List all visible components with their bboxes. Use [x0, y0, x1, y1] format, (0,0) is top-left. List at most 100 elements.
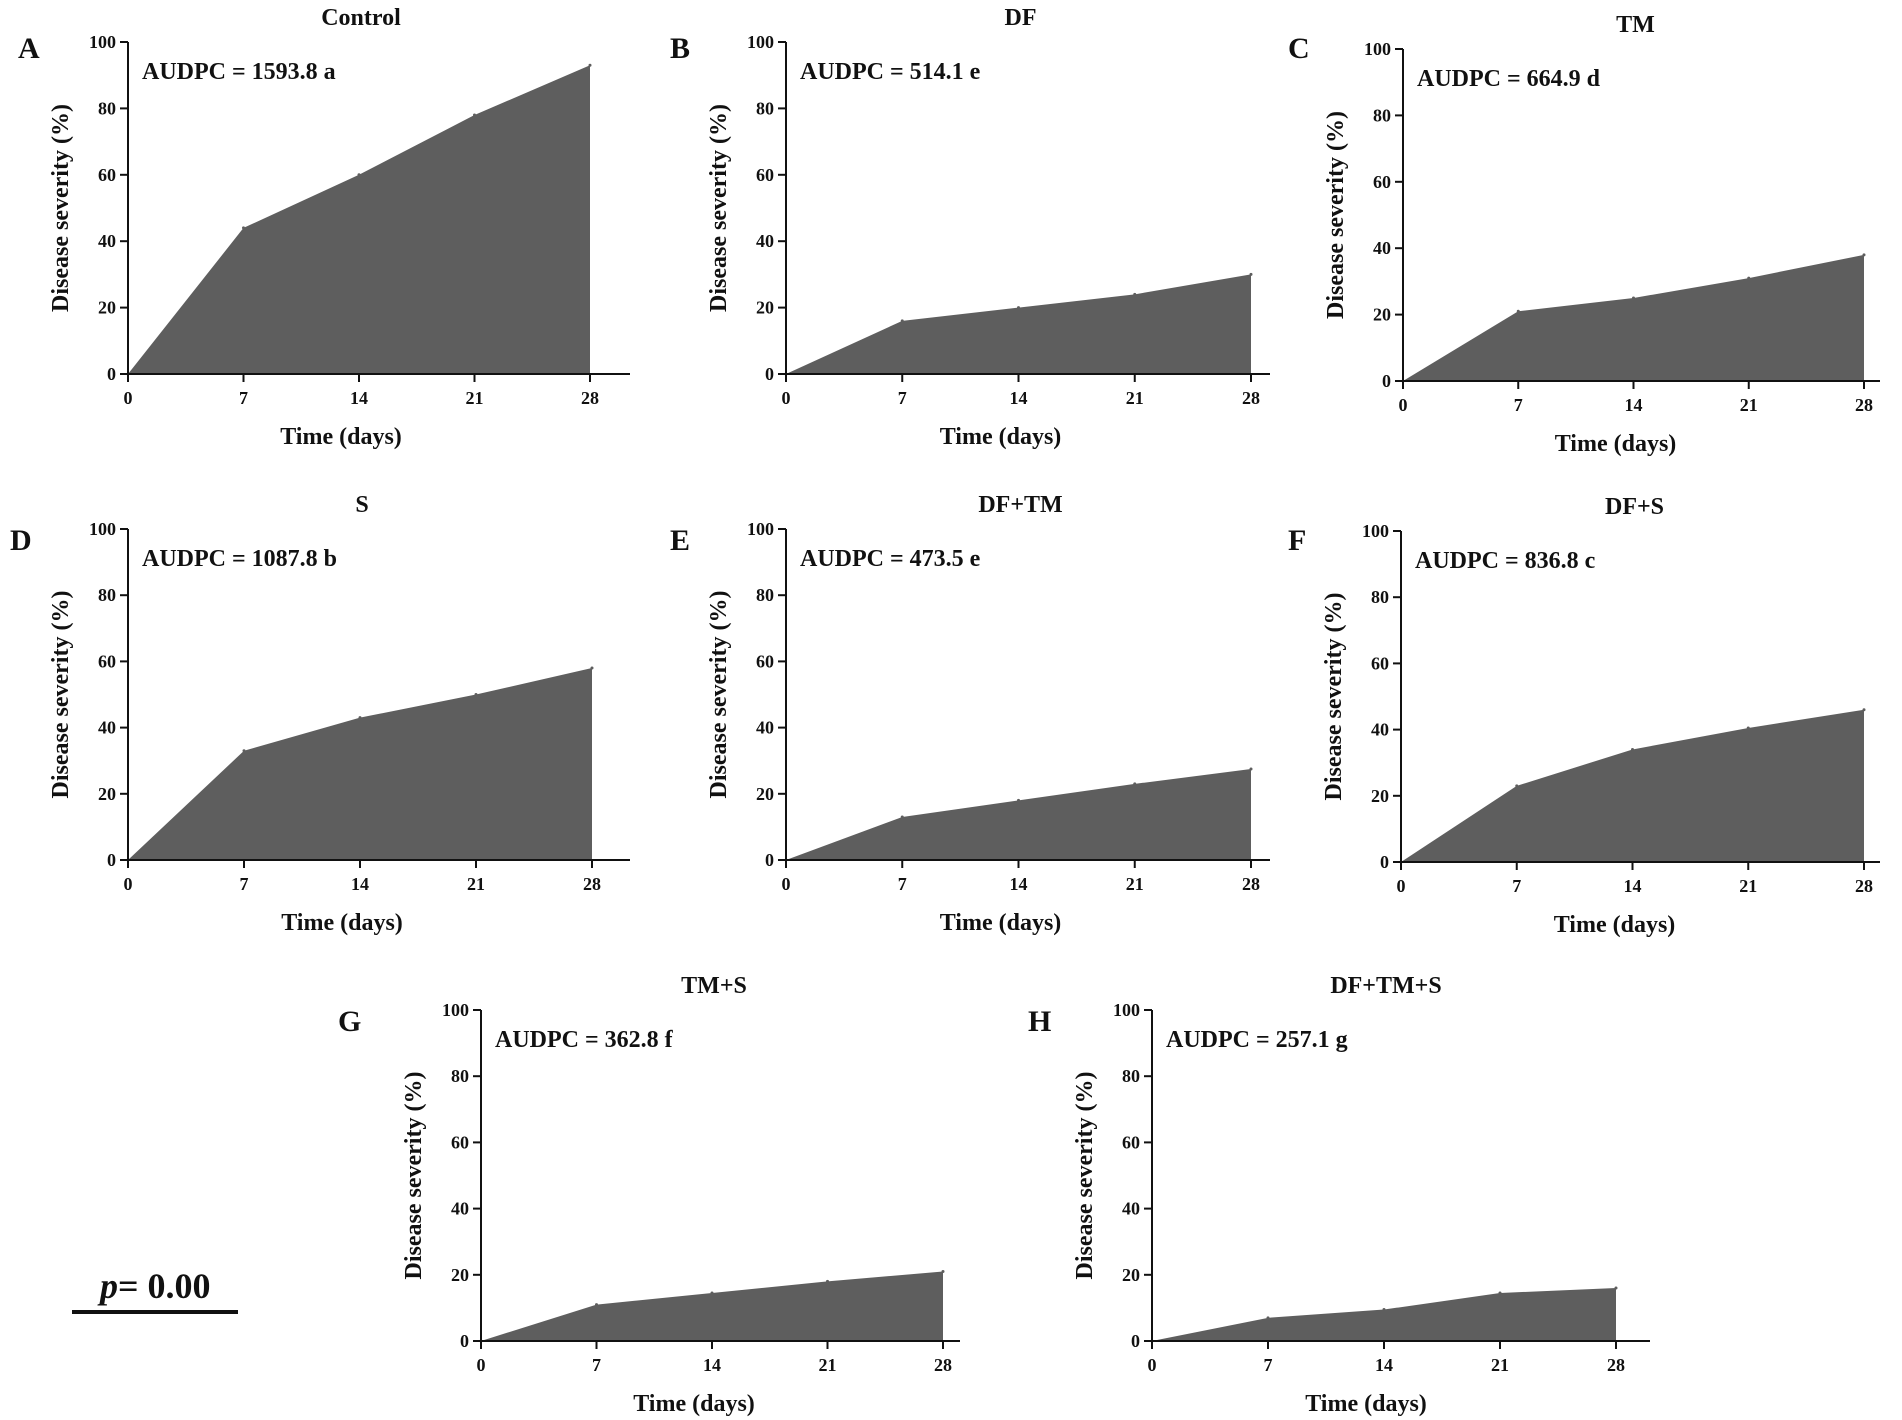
- data-point: [1862, 708, 1866, 712]
- panel-title: S: [355, 492, 368, 518]
- data-point: [710, 1291, 714, 1295]
- y-tick-label: 20: [98, 784, 116, 804]
- y-tick-label: 0: [1382, 371, 1391, 391]
- panel-f: 0 7 14 21 28 0 20 40 60 80 100 DF+S Time (days) Disea…: [1288, 494, 1880, 938]
- x-tick-label: 21: [466, 388, 484, 408]
- data-point: [595, 1303, 598, 1307]
- y-tick-label: 20: [451, 1265, 469, 1285]
- y-tick-label: 80: [756, 585, 774, 605]
- x-tick-label: 21: [1491, 1355, 1509, 1375]
- data-point: [826, 1279, 829, 1283]
- y-tick-label: 80: [1122, 1066, 1140, 1086]
- audpc-annotation: AUDPC = 836.8 c: [1415, 548, 1596, 574]
- data-point: [474, 693, 478, 696]
- data-point: [1017, 798, 1020, 802]
- y-tick-label: 20: [98, 298, 116, 318]
- data-point: [1516, 309, 1520, 313]
- x-tick-label: 14: [1010, 388, 1028, 408]
- p-value-symbol: p: [97, 1266, 118, 1306]
- y-axis-label: Disease severity (%): [48, 591, 74, 799]
- panel-title: DF+S: [1605, 494, 1664, 520]
- audpc-annotation: AUDPC = 1593.8 a: [142, 59, 336, 85]
- x-tick-label: 21: [1740, 395, 1758, 415]
- data-point: [1515, 784, 1519, 788]
- data-point: [1498, 1291, 1502, 1295]
- y-tick-label: 0: [1131, 1331, 1140, 1351]
- x-tick-label: 21: [467, 874, 485, 894]
- x-tick-label: 0: [477, 1355, 486, 1375]
- panel-title: DF+TM: [978, 492, 1062, 518]
- y-tick-label: 60: [98, 651, 116, 671]
- y-tick-label: 60: [451, 1132, 469, 1152]
- data-point: [1133, 782, 1137, 786]
- x-axis-label: Time (days): [633, 1391, 755, 1417]
- y-tick-label: 20: [1373, 305, 1391, 325]
- panel-b: 0 7 14 21 28 0 20 40 60 80 100 DF Time (days) Disease…: [670, 5, 1270, 450]
- audpc-annotation: AUDPC = 473.5 e: [800, 546, 981, 572]
- data-point: [941, 1269, 945, 1273]
- x-tick-label: 7: [592, 1355, 601, 1375]
- panel-g: 0 7 14 21 28 0 20 40 60 80 100 TM+S Time (days) Disea…: [338, 973, 960, 1417]
- data-point: [1133, 292, 1137, 296]
- data-point: [358, 716, 362, 720]
- y-tick-label: 80: [756, 98, 774, 118]
- panel-d: 0 7 14 21 28 0 20 40 60 80 100 S Time (days) Disease …: [10, 492, 630, 936]
- data-point: [590, 666, 594, 670]
- y-tick-label: 0: [107, 850, 116, 870]
- data-point: [1747, 276, 1751, 280]
- y-tick-label: 60: [1371, 653, 1389, 673]
- y-tick-label: 60: [1122, 1132, 1140, 1152]
- x-tick-label: 28: [581, 388, 599, 408]
- x-tick-label: 7: [239, 388, 248, 408]
- y-tick-label: 60: [98, 165, 116, 185]
- audpc-annotation: AUDPC = 257.1 g: [1166, 1027, 1348, 1053]
- y-tick-label: 80: [1371, 587, 1389, 607]
- y-axis-label: Disease severity (%): [1323, 111, 1349, 319]
- x-tick-label: 14: [1010, 874, 1028, 894]
- y-tick-label: 40: [1373, 238, 1391, 258]
- data-point: [242, 226, 245, 230]
- area-series: [786, 274, 1251, 374]
- x-axis-label: Time (days): [940, 424, 1062, 450]
- area-series: [128, 668, 592, 860]
- y-tick-label: 0: [765, 850, 774, 870]
- x-tick-label: 14: [350, 388, 368, 408]
- x-tick-label: 7: [240, 874, 249, 894]
- y-tick-label: 100: [1364, 39, 1391, 59]
- x-tick-label: 0: [124, 388, 133, 408]
- panel-letter: F: [1288, 524, 1306, 557]
- panel-title: TM+S: [681, 973, 747, 999]
- x-tick-label: 7: [1514, 395, 1523, 415]
- y-tick-label: 100: [747, 32, 774, 52]
- x-axis-label: Time (days): [1555, 431, 1677, 457]
- x-tick-label: 21: [819, 1355, 837, 1375]
- x-axis-label: Time (days): [280, 424, 402, 450]
- y-axis-label: Disease severity (%): [706, 591, 732, 799]
- x-tick-label: 28: [1855, 395, 1873, 415]
- panel-letter: E: [670, 524, 690, 557]
- y-tick-label: 40: [98, 718, 116, 738]
- data-point: [900, 815, 904, 819]
- x-tick-label: 7: [898, 388, 907, 408]
- panel-letter: C: [1288, 32, 1310, 65]
- y-tick-label: 20: [1122, 1265, 1140, 1285]
- audpc-annotation: AUDPC = 664.9 d: [1417, 66, 1601, 92]
- audpc-annotation: AUDPC = 1087.8 b: [142, 546, 337, 572]
- panel-title: TM: [1616, 12, 1655, 38]
- data-point: [357, 173, 361, 177]
- panel-letter: B: [670, 32, 690, 65]
- audpc-annotation: AUDPC = 362.8 f: [495, 1027, 674, 1053]
- x-tick-label: 21: [1126, 388, 1144, 408]
- data-point: [1249, 272, 1253, 276]
- y-tick-label: 60: [756, 651, 774, 671]
- data-point: [588, 63, 592, 67]
- data-point: [1746, 726, 1750, 730]
- p-value-label: p= 0.00: [97, 1266, 211, 1306]
- y-tick-label: 0: [107, 364, 116, 384]
- area-series: [128, 65, 590, 375]
- data-point: [900, 319, 904, 323]
- panel-a: 0 7 14 21 28 0 20 40 60 80 100 Control Time (days) Di…: [18, 5, 630, 450]
- y-tick-label: 100: [442, 1000, 469, 1020]
- area-series: [1152, 1288, 1616, 1341]
- y-tick-label: 40: [1122, 1199, 1140, 1219]
